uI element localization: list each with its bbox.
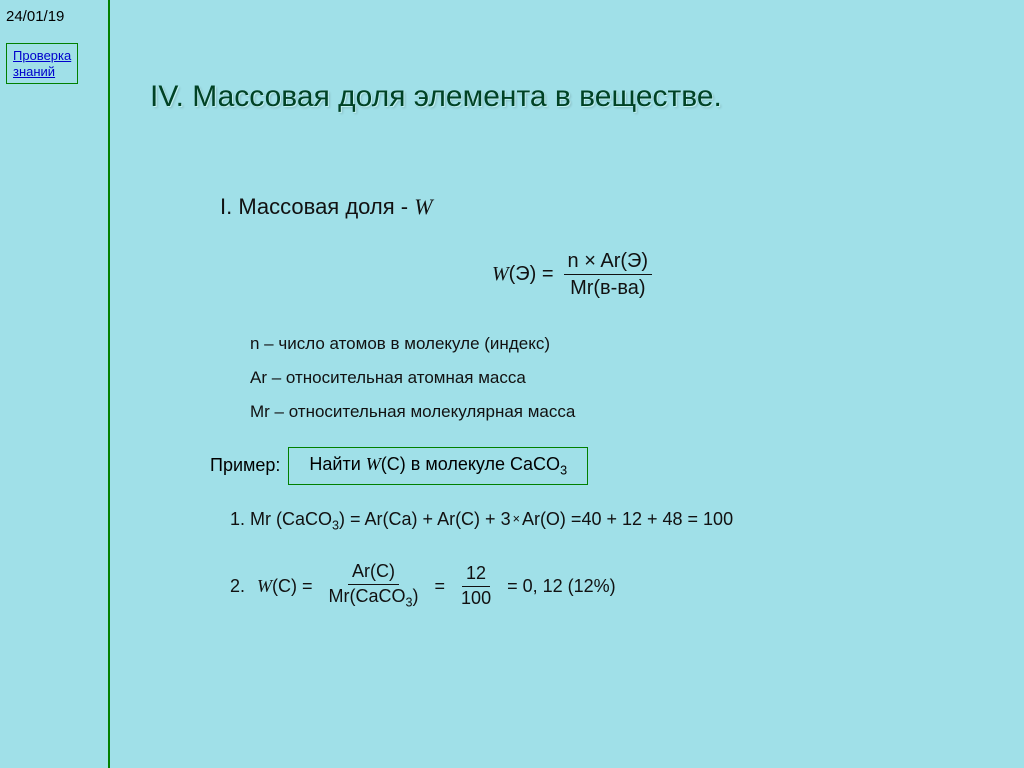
- left-sidebar: 24/01/19 Проверка знаний: [0, 0, 110, 768]
- main-formula: W(Э) = n × Ar(Э) Mr(в-ва): [150, 250, 994, 299]
- slide-content: IV. Массовая доля элемента в веществе. I…: [110, 0, 1024, 768]
- def-ar: Ar – относительная атомная масса: [250, 361, 994, 395]
- link-line-1: Проверка: [13, 48, 71, 63]
- step2-lhs-arg: (C) =: [272, 576, 313, 596]
- example-row: Пример: Найти W(C) в молекуле CaCO3: [210, 447, 994, 485]
- link-line-2: знаний: [13, 64, 55, 79]
- step2-eq1: =: [435, 576, 446, 597]
- step2-frac2-den: 100: [457, 587, 495, 609]
- step1-b: ) = Ar(Ca) + Ar(C) + 3: [339, 509, 511, 529]
- definitions: n – число атомов в молекуле (индекс) Ar …: [250, 327, 994, 429]
- example-box-prefix: Найти: [309, 454, 365, 474]
- step2-frac1-den: Mr(CaCO3): [325, 585, 423, 610]
- step1-sub: 3: [332, 518, 339, 532]
- check-knowledge-link[interactable]: Проверка знаний: [13, 48, 71, 79]
- step2-label: 2.: [230, 576, 245, 597]
- formula-numerator: n × Ar(Э): [564, 250, 653, 275]
- step2-frac1-num: Ar(C): [348, 562, 399, 585]
- step1-mult: ×: [511, 512, 522, 526]
- example-label: Пример:: [210, 455, 280, 476]
- step2-frac2-num: 12: [462, 564, 490, 587]
- slide-title: IV. Массовая доля элемента в веществе.: [150, 80, 994, 114]
- formula-fraction: n × Ar(Э) Mr(в-ва): [564, 250, 653, 299]
- formula-lhs-symbol: W: [492, 263, 509, 285]
- example-box-sub: 3: [560, 464, 567, 478]
- slide-page: 24/01/19 Проверка знаний IV. Массовая до…: [0, 0, 1024, 768]
- date-text: 24/01/19: [6, 8, 102, 25]
- step2-frac1-den-sub: 3: [406, 596, 413, 610]
- def-mr: Mr – относительная молекулярная масса: [250, 395, 994, 429]
- step1-a: 1. Mr (CaCO: [230, 509, 332, 529]
- example-box-tail: в молекуле CaCO: [406, 454, 560, 474]
- step2-lhs-symbol: W: [257, 576, 272, 596]
- section-1-prefix: I. Массовая доля -: [220, 194, 414, 219]
- step2-fraction-2: 12 100: [457, 564, 495, 609]
- step2-eq2: = 0, 12 (12%): [507, 576, 616, 597]
- step2-fraction-1: Ar(C) Mr(CaCO3): [325, 562, 423, 610]
- section-1-label: I. Массовая доля - W: [220, 194, 994, 220]
- step-2: 2. W(C) = Ar(C) Mr(CaCO3) = 12 100 = 0, …: [230, 562, 994, 610]
- example-box: Найти W(C) в молекуле CaCO3: [288, 447, 588, 485]
- step1-c: Ar(O) =40 + 12 + 48 = 100: [522, 509, 733, 529]
- step2-frac1-den-a: Mr(CaCO: [329, 586, 406, 606]
- formula-denominator: Mr(в-ва): [566, 275, 649, 299]
- check-knowledge-link-box[interactable]: Проверка знаний: [6, 43, 78, 84]
- mass-fraction-symbol: W: [414, 194, 432, 219]
- step2-frac1-den-b: ): [413, 586, 419, 606]
- example-box-symbol: W: [366, 454, 381, 474]
- example-box-arg: (C): [381, 454, 406, 474]
- formula-lhs-arg: (Э) =: [509, 263, 554, 285]
- def-n: n – число атомов в молекуле (индекс): [250, 327, 994, 361]
- step-1: 1. Mr (CaCO3) = Ar(Ca) + Ar(C) + 3×Ar(O)…: [230, 509, 994, 533]
